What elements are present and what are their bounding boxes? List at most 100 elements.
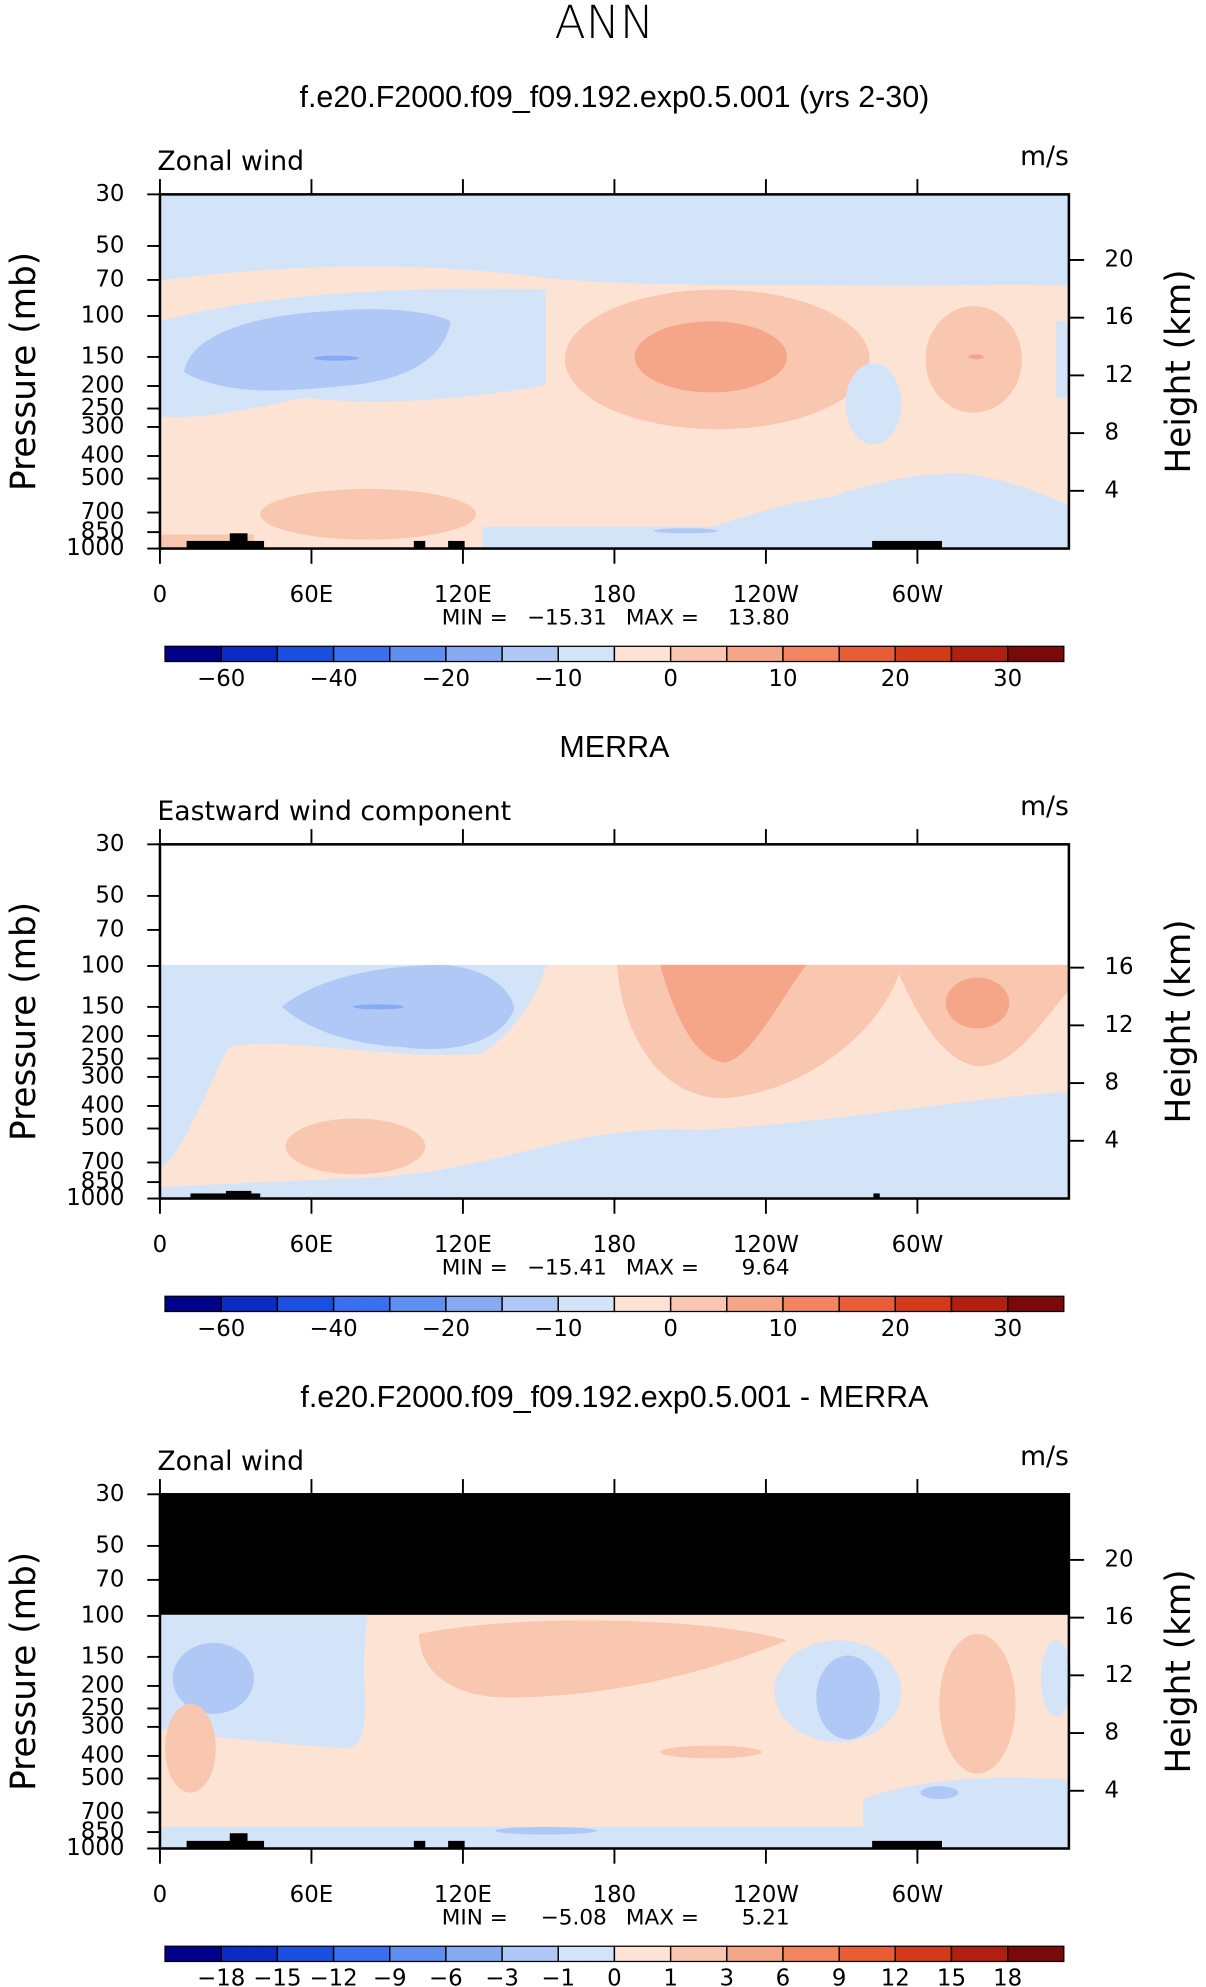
topography xyxy=(873,1193,880,1199)
x-tick-label: 0 xyxy=(153,1882,168,1908)
y2-tick-label: 16 xyxy=(1104,1604,1133,1630)
colorbar-box xyxy=(950,1945,1009,1963)
colorbar-box xyxy=(613,1295,672,1313)
colorbar-label: −3 xyxy=(485,1966,519,1987)
colorbar-box xyxy=(613,1945,672,1963)
topography xyxy=(229,533,248,549)
units: m/s xyxy=(1020,141,1069,172)
y2-tick-label: 20 xyxy=(1104,246,1133,272)
contour-fill xyxy=(495,1826,597,1835)
colorbar-box xyxy=(220,645,279,663)
y2-tick-label: 4 xyxy=(1104,477,1119,503)
colorbar-box xyxy=(1007,1295,1065,1313)
y-tick-label: 200 xyxy=(81,1022,125,1048)
colorbar-box xyxy=(332,1295,391,1313)
colorbar-label: −20 xyxy=(422,1316,470,1342)
colorbar-box xyxy=(950,645,1009,663)
colorbar-box xyxy=(782,1295,840,1313)
stat-name: MAX = xyxy=(626,605,699,630)
colorbar-box xyxy=(1007,1945,1065,1963)
colorbar-label: 9 xyxy=(832,1966,847,1987)
topography xyxy=(448,1840,465,1849)
contour-fill xyxy=(184,309,451,391)
colorbar-label: 10 xyxy=(768,666,797,692)
colorbar-box xyxy=(838,645,896,663)
y-tick-label: 100 xyxy=(81,302,125,328)
y2-tick-label: 4 xyxy=(1104,1777,1119,1803)
y2-axis-label: Height (km) xyxy=(1159,919,1199,1123)
y-tick-label: 1000 xyxy=(66,1185,124,1211)
colorbar-label: −10 xyxy=(534,1316,582,1342)
colorbar-label: −15 xyxy=(253,1966,301,1987)
colorbar-box xyxy=(782,1945,840,1963)
panel: f.e20.F2000.f09_f09.192.exp0.5.001 - MER… xyxy=(4,1380,1199,1987)
colorbar-label: 1 xyxy=(663,1966,678,1987)
y-tick-label: 1000 xyxy=(66,1835,124,1861)
topography xyxy=(872,540,942,549)
y-tick-label: 150 xyxy=(81,1643,125,1669)
x-tick-label: 120E xyxy=(434,1232,492,1258)
masked-region xyxy=(159,1494,1069,1615)
colorbar-box xyxy=(164,1945,222,1963)
stat-value: 13.80 xyxy=(728,605,790,630)
y-tick-label: 850 xyxy=(81,519,125,545)
y-axis-label: Pressure (mb) xyxy=(4,902,44,1141)
x-tick-label: 60E xyxy=(290,1882,334,1908)
colorbar-box xyxy=(332,645,391,663)
colorbar-box xyxy=(220,1945,279,1963)
contour-field xyxy=(159,964,1069,1199)
stat-name: MIN = xyxy=(442,605,508,630)
colorbar-box xyxy=(557,1295,616,1313)
colorbar-box xyxy=(669,1295,728,1313)
colorbar-label: 12 xyxy=(881,1966,910,1987)
x-tick-label: 60W xyxy=(892,582,944,608)
x-tick-label: 0 xyxy=(153,1232,168,1258)
contour-fill xyxy=(653,528,718,534)
colorbar-box xyxy=(389,645,447,663)
colorbar-box xyxy=(950,1295,1009,1313)
y-tick-label: 300 xyxy=(81,1063,125,1089)
y-tick-label: 850 xyxy=(81,1819,125,1845)
stat-name: MIN = xyxy=(442,1255,508,1280)
y-tick-label: 70 xyxy=(95,1566,124,1592)
stat-value: −15.41 xyxy=(527,1255,607,1280)
y-axis-label: Pressure (mb) xyxy=(4,252,44,491)
panel-title: MERRA xyxy=(559,730,670,764)
y-tick-label: 850 xyxy=(81,1169,125,1195)
colorbar-box xyxy=(669,645,728,663)
x-tick-label: 60W xyxy=(892,1232,944,1258)
topography xyxy=(229,1833,248,1849)
x-tick-label: 180 xyxy=(593,582,637,608)
colorbar-label: −60 xyxy=(197,1316,245,1342)
y-tick-label: 250 xyxy=(81,1695,125,1721)
stat-value: 5.21 xyxy=(742,1905,790,1930)
y-tick-label: 250 xyxy=(81,1045,125,1071)
colorbar-box xyxy=(838,1295,896,1313)
colorbar-box xyxy=(276,1295,335,1313)
x-tick-label: 60W xyxy=(892,1882,944,1908)
colorbar-box xyxy=(501,645,559,663)
contour-field xyxy=(159,1494,1072,1849)
colorbar-label: 20 xyxy=(881,666,910,692)
contour-fill xyxy=(159,1826,1069,1849)
colorbar-box xyxy=(1007,645,1065,663)
colorbar-label: −40 xyxy=(309,1316,357,1342)
y-tick-label: 250 xyxy=(81,395,125,421)
y-tick-label: 500 xyxy=(81,465,125,491)
units: m/s xyxy=(1020,1441,1069,1472)
contour-fill xyxy=(313,355,360,361)
topography xyxy=(190,1193,261,1199)
x-tick-label: 120E xyxy=(434,582,492,608)
contour-fill xyxy=(418,1620,788,1698)
colorbar-label: 20 xyxy=(881,1316,910,1342)
y-tick-label: 500 xyxy=(81,1115,125,1141)
colorbar-box xyxy=(220,1295,279,1313)
panel: f.e20.F2000.f09_f09.192.exp0.5.001 (yrs … xyxy=(4,80,1199,692)
colorbar-label: −6 xyxy=(429,1966,463,1987)
contour-fill xyxy=(1040,1640,1072,1717)
colorbar-label: −12 xyxy=(309,1966,357,1987)
colorbar-box xyxy=(613,645,672,663)
y-tick-label: 500 xyxy=(81,1765,125,1791)
y-tick-label: 50 xyxy=(95,232,124,258)
